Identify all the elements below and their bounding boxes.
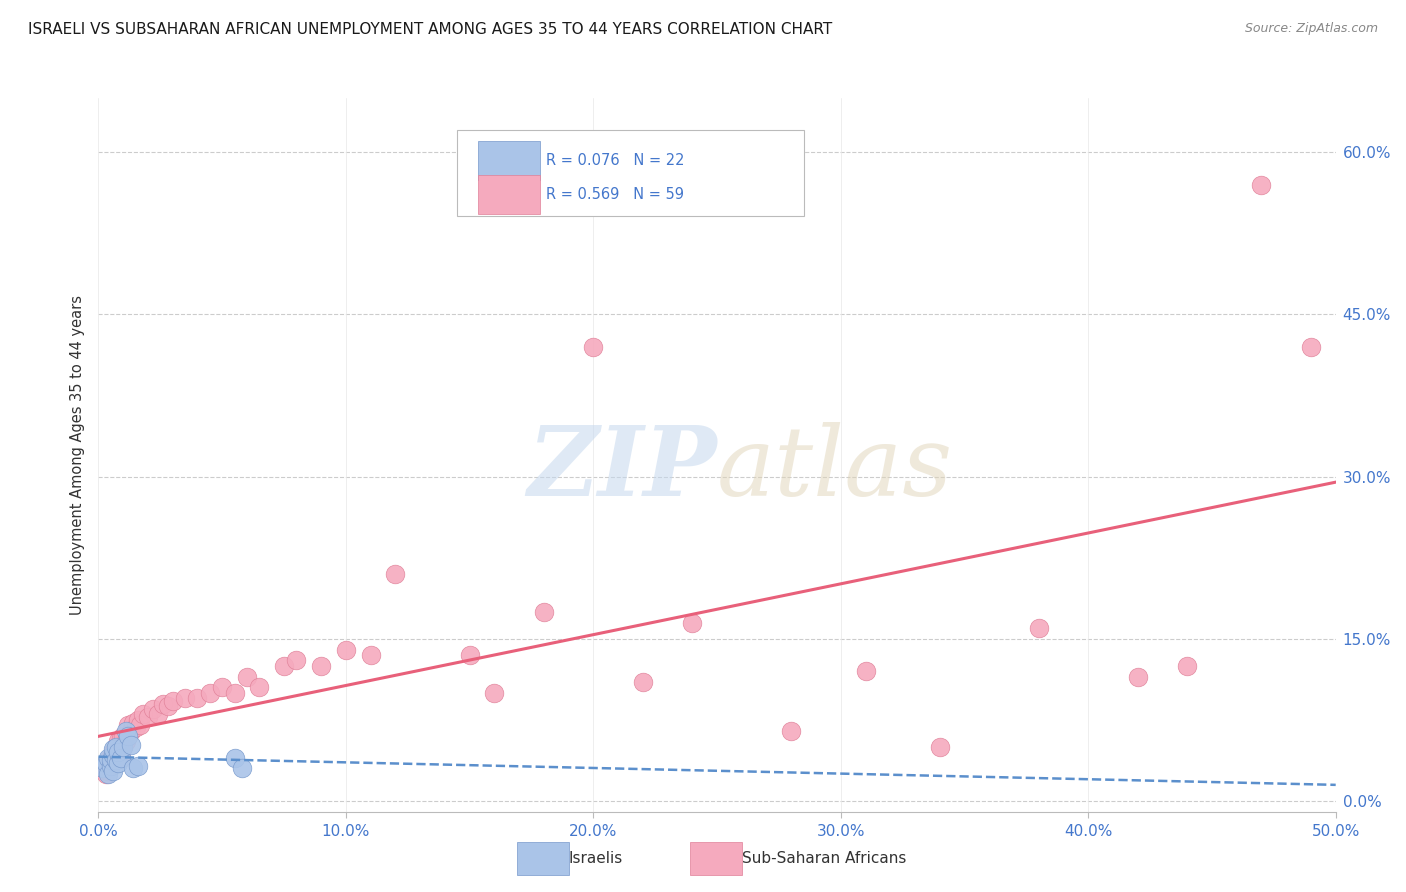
Point: [110, 750, 132, 764]
Point: [114, 734, 136, 748]
Point: [780, 723, 803, 738]
Point: [360, 648, 382, 662]
Point: [458, 648, 481, 662]
Point: [103, 748, 125, 763]
Point: [122, 762, 145, 776]
Point: [1175, 658, 1198, 673]
FancyBboxPatch shape: [690, 842, 742, 875]
Point: [120, 723, 142, 738]
Point: [285, 653, 308, 667]
Point: [146, 707, 169, 722]
Text: atlas: atlas: [717, 422, 953, 516]
Point: [100, 759, 122, 773]
Point: [114, 723, 136, 738]
Point: [107, 734, 129, 748]
Point: [247, 681, 270, 695]
Point: [681, 615, 703, 630]
Point: [122, 716, 145, 731]
Point: [94, 767, 117, 781]
Point: [104, 753, 127, 767]
Point: [124, 720, 146, 734]
Point: [136, 709, 159, 723]
Point: [1250, 178, 1272, 192]
Point: [127, 713, 149, 727]
FancyBboxPatch shape: [457, 130, 804, 216]
Point: [104, 748, 127, 763]
Point: [273, 658, 295, 673]
Point: [107, 756, 129, 770]
Point: [132, 707, 155, 722]
Point: [120, 738, 142, 752]
Point: [93, 762, 115, 776]
Point: [236, 669, 259, 683]
Point: [107, 745, 129, 759]
Point: [198, 686, 221, 700]
Point: [103, 764, 125, 778]
Point: [127, 759, 149, 773]
Point: [97, 764, 120, 778]
FancyBboxPatch shape: [478, 141, 540, 180]
Point: [335, 642, 357, 657]
Point: [97, 767, 120, 781]
Point: [152, 697, 174, 711]
Point: [211, 681, 233, 695]
Point: [94, 759, 117, 773]
Point: [97, 753, 120, 767]
Point: [104, 739, 127, 754]
Point: [224, 686, 246, 700]
Point: [928, 739, 950, 754]
Point: [1028, 621, 1050, 635]
Point: [156, 698, 179, 713]
Point: [93, 762, 115, 776]
Point: [117, 718, 139, 732]
Text: R = 0.076   N = 22: R = 0.076 N = 22: [547, 153, 685, 168]
Point: [129, 718, 152, 732]
Point: [100, 753, 122, 767]
Point: [186, 691, 208, 706]
Text: Sub-Saharan Africans: Sub-Saharan Africans: [742, 851, 907, 865]
Point: [631, 675, 654, 690]
Point: [484, 686, 506, 700]
Point: [100, 750, 122, 764]
Point: [1126, 669, 1149, 683]
Point: [112, 739, 135, 754]
Point: [142, 702, 165, 716]
Point: [582, 340, 605, 354]
Point: [117, 729, 139, 743]
Point: [97, 750, 120, 764]
Point: [103, 742, 125, 756]
FancyBboxPatch shape: [516, 842, 568, 875]
Point: [1299, 340, 1322, 354]
Point: [309, 658, 332, 673]
Text: Source: ZipAtlas.com: Source: ZipAtlas.com: [1244, 22, 1378, 36]
Point: [112, 729, 135, 743]
Text: ISRAELI VS SUBSAHARAN AFRICAN UNEMPLOYMENT AMONG AGES 35 TO 44 YEARS CORRELATION: ISRAELI VS SUBSAHARAN AFRICAN UNEMPLOYME…: [28, 22, 832, 37]
Point: [103, 745, 125, 759]
Point: [94, 756, 117, 770]
Point: [110, 731, 132, 746]
FancyBboxPatch shape: [478, 175, 540, 214]
Point: [384, 566, 406, 581]
Point: [533, 605, 555, 619]
Point: [224, 750, 246, 764]
Text: Israelis: Israelis: [568, 851, 623, 865]
Point: [100, 756, 122, 770]
Point: [107, 742, 129, 756]
Point: [117, 729, 139, 743]
Point: [104, 739, 127, 754]
Point: [110, 750, 132, 764]
Y-axis label: Unemployment Among Ages 35 to 44 years: Unemployment Among Ages 35 to 44 years: [69, 295, 84, 615]
Point: [103, 753, 125, 767]
Text: R = 0.569   N = 59: R = 0.569 N = 59: [547, 187, 685, 202]
Point: [855, 664, 877, 678]
Point: [112, 739, 135, 754]
Text: ZIP: ZIP: [527, 422, 717, 516]
Point: [174, 691, 197, 706]
Point: [162, 694, 184, 708]
Point: [231, 762, 253, 776]
